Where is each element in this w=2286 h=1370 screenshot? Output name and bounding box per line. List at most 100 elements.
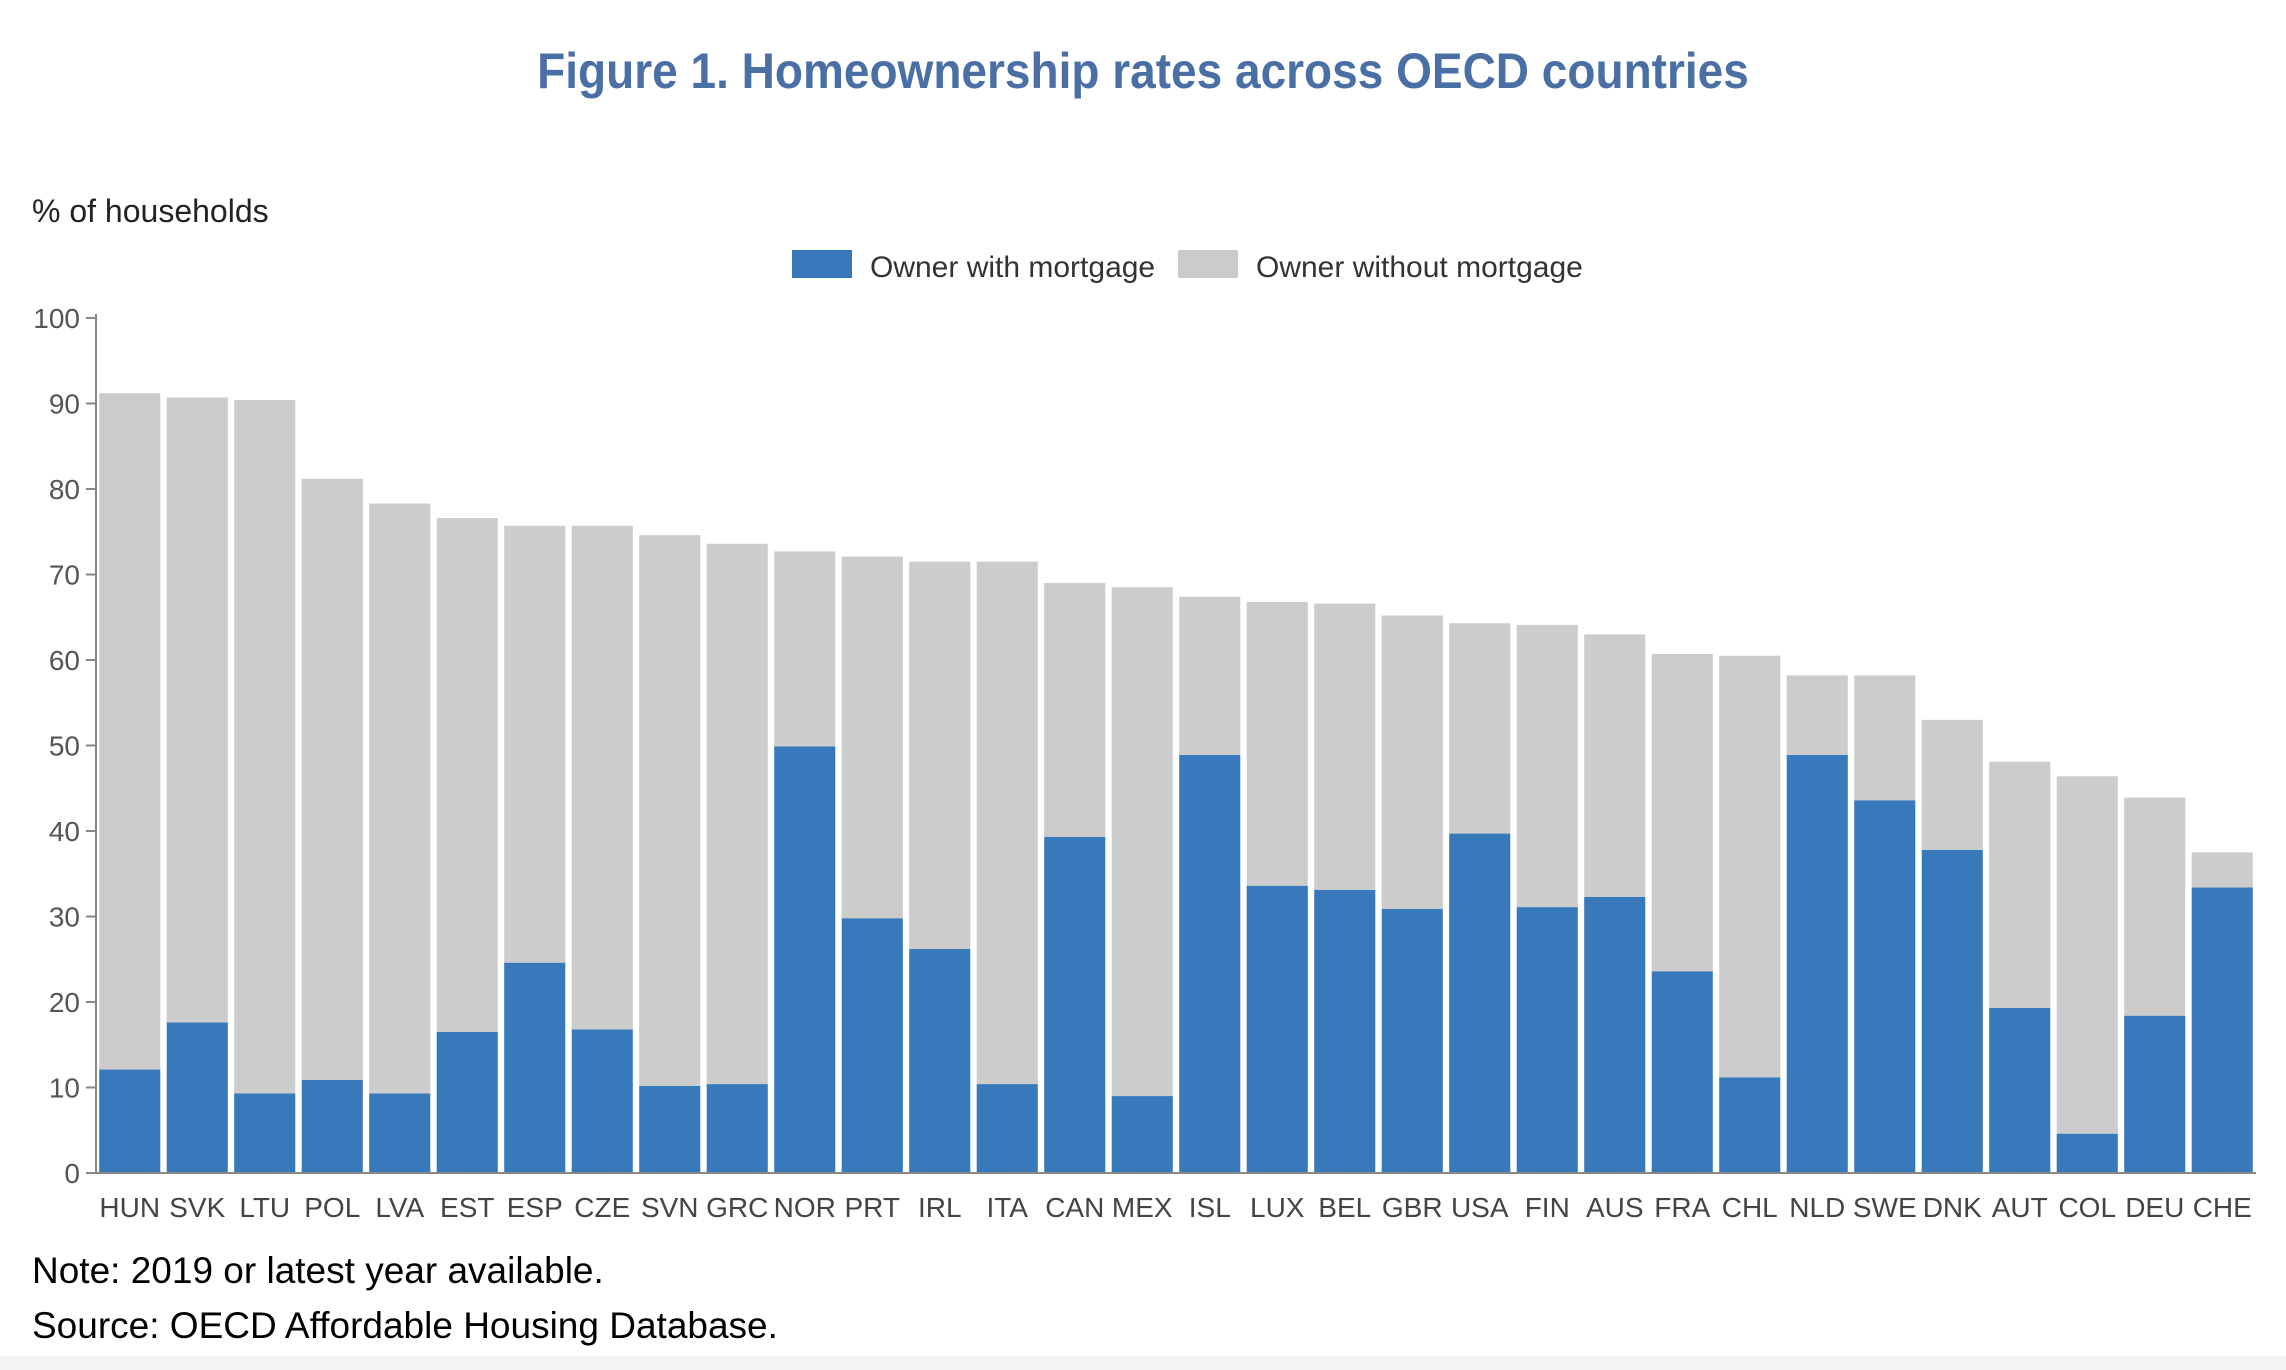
x-tick-label: FIN (1525, 1192, 1570, 1223)
x-tick-label: CAN (1045, 1192, 1104, 1223)
bar-with-mortgage-col (2056, 1133, 2118, 1173)
x-tick-label: PRT (845, 1192, 901, 1223)
bar-without-mortgage-prt (841, 556, 903, 919)
y-tick-label: 70 (49, 560, 80, 591)
bar-with-mortgage-aut (1989, 1007, 2051, 1173)
x-tick-label: SWE (1853, 1192, 1917, 1223)
bar-with-mortgage-usa (1449, 833, 1511, 1173)
y-tick-label: 50 (49, 731, 80, 762)
x-tick-label: CHE (2193, 1192, 2252, 1223)
x-tick-label: GBR (1382, 1192, 1443, 1223)
x-tick-label: BEL (1318, 1192, 1371, 1223)
bar-without-mortgage-chl (1719, 655, 1781, 1078)
y-tick-label: 100 (33, 303, 80, 334)
bar-with-mortgage-cze (571, 1029, 633, 1173)
bar-with-mortgage-can (1044, 836, 1106, 1173)
bar-with-mortgage-deu (2124, 1015, 2186, 1173)
y-tick-label: 90 (49, 389, 80, 420)
stacked-bar-chart: % of households Owner with mortgage Owner… (32, 193, 2256, 1223)
bar-without-mortgage-fin (1516, 624, 1578, 908)
x-tick-label: SVN (641, 1192, 699, 1223)
bar-without-mortgage-lux (1246, 601, 1308, 886)
y-tick-label: 60 (49, 645, 80, 676)
y-tick-label: 80 (49, 474, 80, 505)
x-tick-label: SVK (169, 1192, 225, 1223)
bar-without-mortgage-fra (1651, 654, 1713, 972)
bar-with-mortgage-gbr (1381, 908, 1443, 1173)
legend-label-without-mortgage: Owner without mortgage (1256, 251, 1583, 284)
bar-without-mortgage-est (436, 518, 498, 1032)
bar-without-mortgage-svn (639, 535, 701, 1086)
bar-without-mortgage-dnk (1921, 719, 1983, 850)
legend: Owner with mortgage Owner without mortgag… (792, 250, 1583, 284)
y-tick-label: 20 (49, 987, 80, 1018)
x-tick-label: HUN (99, 1192, 160, 1223)
chart-note: Note: 2019 or latest year available. (32, 1250, 604, 1291)
bar-with-mortgage-fin (1516, 907, 1578, 1173)
bar-with-mortgage-swe (1854, 800, 1916, 1173)
bar-without-mortgage-aus (1584, 634, 1646, 897)
bar-without-mortgage-ita (976, 561, 1038, 1085)
bar-without-mortgage-lva (369, 503, 431, 1094)
x-tick-label: MEX (1112, 1192, 1173, 1223)
legend-swatch-without-mortgage (1178, 250, 1238, 278)
x-tick-label: LUX (1250, 1192, 1305, 1223)
y-tick-label: 40 (49, 816, 80, 847)
bar-without-mortgage-svk (166, 397, 228, 1023)
bar-without-mortgage-mex (1111, 587, 1173, 1097)
bar-with-mortgage-ita (976, 1084, 1038, 1173)
bar-with-mortgage-lva (369, 1093, 431, 1173)
y-axis-label: % of households (32, 193, 269, 229)
x-tick-label: LVA (375, 1192, 424, 1223)
x-tick-label: AUS (1586, 1192, 1644, 1223)
bar-without-mortgage-che (2191, 852, 2253, 888)
x-tick-label: ESP (507, 1192, 563, 1223)
bar-with-mortgage-chl (1719, 1077, 1781, 1173)
x-tick-label: ISL (1189, 1192, 1231, 1223)
bar-without-mortgage-pol (301, 478, 363, 1080)
page-bottom-edge (0, 1356, 2286, 1370)
x-tick-label: DNK (1923, 1192, 1982, 1223)
bar-with-mortgage-esp (504, 962, 566, 1173)
bar-with-mortgage-est (436, 1031, 498, 1173)
bar-with-mortgage-aus (1584, 896, 1646, 1173)
bar-with-mortgage-grc (706, 1084, 768, 1173)
x-tick-label: CZE (574, 1192, 630, 1223)
bar-with-mortgage-svn (639, 1085, 701, 1173)
x-tick-label: COL (2058, 1192, 2116, 1223)
x-tick-label: IRL (918, 1192, 962, 1223)
chart-title: Figure 1. Homeownership rates across OEC… (537, 43, 1749, 99)
bar-with-mortgage-hun (99, 1069, 161, 1173)
bar-with-mortgage-pol (301, 1079, 363, 1173)
x-tick-label: CHL (1722, 1192, 1778, 1223)
y-tick-label: 0 (64, 1158, 80, 1189)
y-axis: 0 10 20 30 40 50 60 70 80 90 100 (33, 303, 97, 1189)
x-axis: HUN SVK LTU POL LVA EST ESP CZE SVN GRC NOR PRT IRL I… (96, 1172, 2256, 1223)
bar-without-mortgage-isl (1179, 596, 1241, 755)
bar-without-mortgage-deu (2124, 797, 2186, 1016)
bar-with-mortgage-irl (909, 948, 971, 1173)
bar-without-mortgage-usa (1449, 623, 1511, 834)
bar-with-mortgage-che (2191, 887, 2253, 1173)
x-tick-label: LTU (239, 1192, 290, 1223)
bar-without-mortgage-hun (99, 393, 161, 1070)
bar-without-mortgage-bel (1314, 603, 1376, 890)
bar-without-mortgage-gbr (1381, 615, 1443, 909)
x-tick-label: POL (304, 1192, 360, 1223)
bar-with-mortgage-lux (1246, 885, 1308, 1173)
y-tick-label: 30 (49, 902, 80, 933)
x-tick-label: GRC (706, 1192, 768, 1223)
chart-source: Source: OECD Affordable Housing Database… (32, 1305, 778, 1346)
bar-with-mortgage-nld (1786, 754, 1848, 1173)
bar-with-mortgage-bel (1314, 889, 1376, 1173)
bars (99, 393, 2253, 1173)
bar-with-mortgage-mex (1111, 1096, 1173, 1173)
legend-label-with-mortgage: Owner with mortgage (870, 251, 1155, 284)
bar-without-mortgage-aut (1989, 761, 2051, 1008)
bar-with-mortgage-dnk (1921, 849, 1983, 1173)
bar-with-mortgage-svk (166, 1022, 228, 1173)
bar-with-mortgage-fra (1651, 971, 1713, 1173)
legend-swatch-with-mortgage (792, 250, 852, 278)
x-tick-label: EST (440, 1192, 494, 1223)
x-tick-label: DEU (2125, 1192, 2184, 1223)
